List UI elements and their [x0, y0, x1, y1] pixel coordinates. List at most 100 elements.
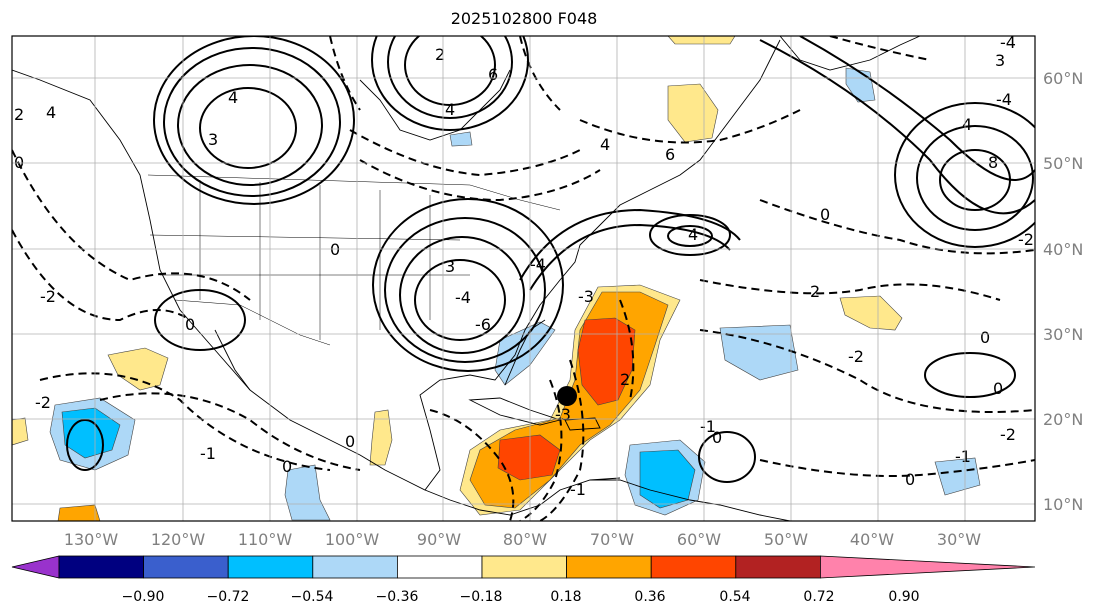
- contour-label: 0: [905, 470, 915, 489]
- contour-ne-band-2: [799, 36, 1035, 181]
- contour-label: -1: [570, 480, 586, 499]
- cool-patch-far-east: [934, 457, 981, 496]
- colorbar-tick-label: 0.72: [803, 589, 834, 605]
- contour-label: 4: [688, 225, 698, 244]
- contour-label: -1: [955, 447, 971, 466]
- coastline-layer: [12, 36, 921, 521]
- lat-label: 50°N: [1043, 154, 1083, 173]
- contour-north-center-2: [387, 36, 513, 119]
- contour-label: 0: [993, 379, 1003, 398]
- contour-label: 6: [665, 145, 675, 164]
- storm-center-marker: [557, 386, 577, 406]
- contour-label: 8: [988, 153, 998, 172]
- contour-label: -4: [455, 288, 471, 307]
- colorbar-segment: [312, 555, 398, 579]
- warm-patch-mexico: [369, 409, 393, 466]
- colorbar-tick-label: 0.90: [888, 589, 919, 605]
- state-lines: [149, 180, 470, 340]
- lat-label: 20°N: [1043, 410, 1083, 429]
- colorbar-extend-high: [820, 555, 1036, 579]
- contour-label: -4: [1000, 33, 1016, 52]
- contour-label: 4: [962, 115, 972, 134]
- contour-label: 3: [208, 130, 218, 149]
- warm-anomaly-core-north: [577, 317, 636, 406]
- contour-label: 0: [980, 328, 990, 347]
- contour-east-us-4: [372, 198, 564, 372]
- warm-patch-labrador: [667, 83, 719, 143]
- colorbar-segment: [227, 555, 314, 579]
- lon-label: 90°W: [417, 530, 461, 549]
- lon-label: 70°W: [590, 530, 634, 549]
- colorbar-tick-label: 0.36: [634, 589, 665, 605]
- contour-ne-ridge-3: [894, 102, 1035, 248]
- cool-patch-caribbean-core: [639, 449, 696, 509]
- colorbar-segment: [396, 555, 483, 579]
- warm-patch-northeast: [667, 36, 736, 45]
- lon-label: 110°W: [238, 530, 293, 549]
- colorbar-segment: [58, 555, 144, 579]
- contour-ridge-nw-4: [153, 36, 355, 205]
- contour-label: 0: [820, 205, 830, 224]
- contour-ne-band: [759, 39, 1035, 215]
- cool-patch-hudson: [449, 131, 473, 147]
- contour-label: -1: [700, 417, 716, 436]
- dashed-contour-1: [12, 149, 251, 301]
- warm-patch-west-edge: [12, 417, 29, 446]
- lat-tick-labels: 60°N 50°N 40°N 30°N 20°N 10°N: [1043, 69, 1083, 514]
- colorbar-tick-label: 0.18: [550, 589, 581, 605]
- contour-label: -6: [475, 315, 491, 334]
- colorbar-segment: [143, 555, 229, 579]
- dashed-contour-9: [699, 279, 1001, 301]
- contour-label: 0: [14, 153, 24, 172]
- contour-label: 0: [712, 428, 722, 447]
- contour-ridge-nw-1: [199, 87, 297, 169]
- contour-ne-ridge-2: [916, 125, 1034, 231]
- contour-atlantic-low: [649, 214, 731, 256]
- border-layer: [147, 174, 561, 346]
- contour-label: 0: [282, 457, 292, 476]
- contour-label: -2: [848, 347, 864, 366]
- dashed-contour-4: [99, 392, 361, 471]
- contour-label: 6: [488, 65, 498, 84]
- dashed-contour-13: [519, 379, 563, 521]
- lon-tick-labels: 130°W 120°W 110°W 100°W 90°W 80°W 70°W 6…: [64, 530, 981, 549]
- contour-east-us-3: [384, 217, 546, 363]
- colorbar-tick-label: −0.18: [460, 589, 503, 605]
- contour-layer-dashed: [12, 36, 1035, 521]
- contour-atlantic-zero: [924, 352, 1016, 398]
- contour-label: 3: [995, 51, 1005, 70]
- dashed-contour-2: [12, 229, 191, 322]
- contour-label: 2: [435, 45, 445, 64]
- colorbar-extend-low: [11, 555, 60, 579]
- lat-label: 10°N: [1043, 495, 1083, 514]
- colorbar: [11, 555, 1036, 579]
- dashed-contour-7: [579, 109, 801, 144]
- colorbar-segment: [481, 555, 567, 579]
- lon-label: 50°W: [764, 530, 808, 549]
- contour-label: 2: [14, 105, 24, 124]
- contour-pacific-small: [66, 419, 104, 471]
- contour-label: 3: [445, 257, 455, 276]
- colorbar-tick-label: −0.54: [291, 589, 334, 605]
- colorbar-segment: [650, 555, 737, 579]
- contour-label: 0: [345, 432, 355, 451]
- contour-label: -4: [530, 255, 546, 274]
- contour-label: 2: [810, 282, 820, 301]
- lat-label: 60°N: [1043, 69, 1083, 88]
- coastline-north-america: [12, 39, 781, 491]
- lon-label: 130°W: [64, 530, 119, 549]
- contour-label: -1: [200, 444, 216, 463]
- dashed-contour-5: [349, 129, 581, 177]
- contour-east-ridge: [519, 208, 741, 281]
- contour-label: 4: [228, 88, 238, 107]
- lon-label: 120°W: [151, 530, 206, 549]
- contour-caribbean-zero: [698, 431, 756, 483]
- border-us-canada: [147, 174, 561, 211]
- contour-label: 0: [330, 240, 340, 259]
- coastline-central-america: [424, 477, 621, 516]
- dashed-contour-18: [519, 36, 561, 111]
- lon-label: 100°W: [325, 530, 380, 549]
- shaded-anomaly-layer: [12, 36, 981, 521]
- contour-ridge-nw-2: [177, 64, 323, 186]
- dashed-contour-12: [539, 359, 585, 521]
